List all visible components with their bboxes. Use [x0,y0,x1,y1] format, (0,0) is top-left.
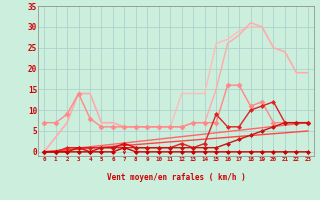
X-axis label: Vent moyen/en rafales ( km/h ): Vent moyen/en rafales ( km/h ) [107,174,245,182]
